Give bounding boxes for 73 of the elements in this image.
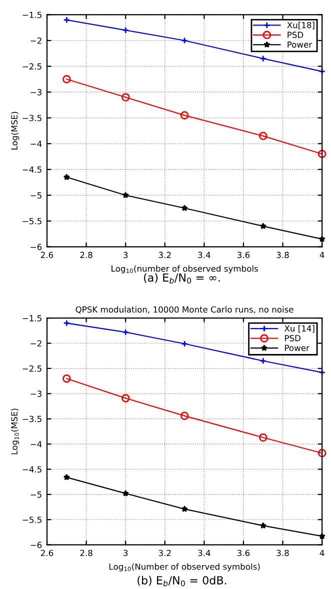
- y-axis-title: Log(MSE): [11, 112, 20, 150]
- point: [181, 340, 188, 348]
- legend-label: Power: [288, 42, 312, 48]
- point: [122, 192, 129, 198]
- point: [122, 490, 129, 496]
- x-tick-label: 3: [124, 550, 128, 556]
- point: [181, 37, 188, 44]
- y-tick-label: −2.5: [22, 365, 42, 372]
- x-tick-label: 3.2: [158, 252, 171, 258]
- point: [260, 357, 267, 364]
- y-tick-label: −3: [30, 390, 42, 397]
- x-tick-label: 3.8: [276, 550, 289, 556]
- x-tick-label: 3: [124, 252, 128, 258]
- y-tick-label: −4: [30, 140, 42, 147]
- legend-label: Power: [285, 344, 310, 352]
- y-tick-label: −3.5: [22, 416, 42, 422]
- x-tick-label: 4: [320, 550, 324, 556]
- y-tick-label: −5.5: [22, 516, 42, 523]
- x-axis-title: Log$_{10}$(number of observed symbols: [112, 265, 258, 274]
- y-tick-label: −2.5: [22, 63, 42, 70]
- point: [62, 75, 71, 84]
- y-tick-label: −5.5: [22, 218, 42, 224]
- point: [122, 26, 130, 34]
- text: (b) E$_{b}$/N$_{0}$ = 0dB.: [138, 576, 226, 586]
- y-tick-label: −2: [30, 340, 42, 346]
- point: [181, 506, 188, 512]
- point: [260, 55, 267, 62]
- legend-label: PSD: [285, 335, 300, 342]
- y-tick-label: −6: [30, 244, 42, 250]
- point: [180, 412, 189, 420]
- point: [181, 204, 188, 212]
- point: [258, 433, 268, 442]
- legend-label: PSD: [288, 32, 304, 38]
- x-tick-label: 3.8: [276, 252, 289, 258]
- y-tick-label: −1.5: [22, 12, 42, 18]
- point: [63, 174, 70, 180]
- y-axis-title: Log$_{10}$(MSE): [11, 408, 20, 454]
- x-tick-label: 3.2: [158, 550, 171, 556]
- point: [62, 374, 71, 383]
- x-tick-label: 3.6: [237, 252, 250, 258]
- point: [121, 394, 130, 402]
- point: [260, 222, 266, 230]
- x-tick-label: 3.4: [198, 252, 210, 258]
- y-tick-label: −6: [30, 542, 42, 548]
- point: [122, 328, 130, 336]
- y-tick-label: −4.5: [22, 466, 42, 473]
- legend-label: Xu[18]: [287, 22, 314, 30]
- point: [260, 522, 266, 529]
- y-tick-label: −4: [30, 441, 42, 448]
- point: [318, 448, 326, 458]
- chart-title: QPSK modulation, 10000 Monte Carlo runs, no noise: [76, 306, 294, 314]
- x-tick-label: 2.6: [40, 550, 54, 556]
- x-axis-title: Log$_{10}$(Number of observed symbols): [109, 563, 260, 572]
- x-tick-label: 3.6: [237, 550, 250, 556]
- text: (a) E$_{b}$/N$_{0}$ = ∞.: [144, 273, 220, 284]
- x-tick-label: 3.4: [198, 550, 210, 556]
- y-tick-label: −5: [30, 192, 42, 199]
- x-tick-label: 2.8: [80, 550, 92, 556]
- y-tick-label: −1.5: [22, 315, 42, 322]
- point: [121, 93, 130, 102]
- x-tick-label: 2.8: [80, 252, 92, 258]
- y-tick-label: −2: [30, 37, 42, 44]
- y-tick-label: −3.5: [22, 114, 42, 122]
- point: [180, 111, 189, 120]
- x-tick-label: 4: [320, 252, 324, 258]
- y-tick-label: −3: [30, 89, 42, 96]
- x-tick-label: 2.6: [40, 252, 54, 258]
- point: [318, 150, 326, 158]
- point: [63, 474, 70, 480]
- legend-label: Xu [14]: [284, 325, 314, 333]
- y-tick-label: −5: [30, 492, 42, 498]
- point: [258, 132, 268, 140]
- y-tick-label: −4.5: [22, 166, 42, 173]
